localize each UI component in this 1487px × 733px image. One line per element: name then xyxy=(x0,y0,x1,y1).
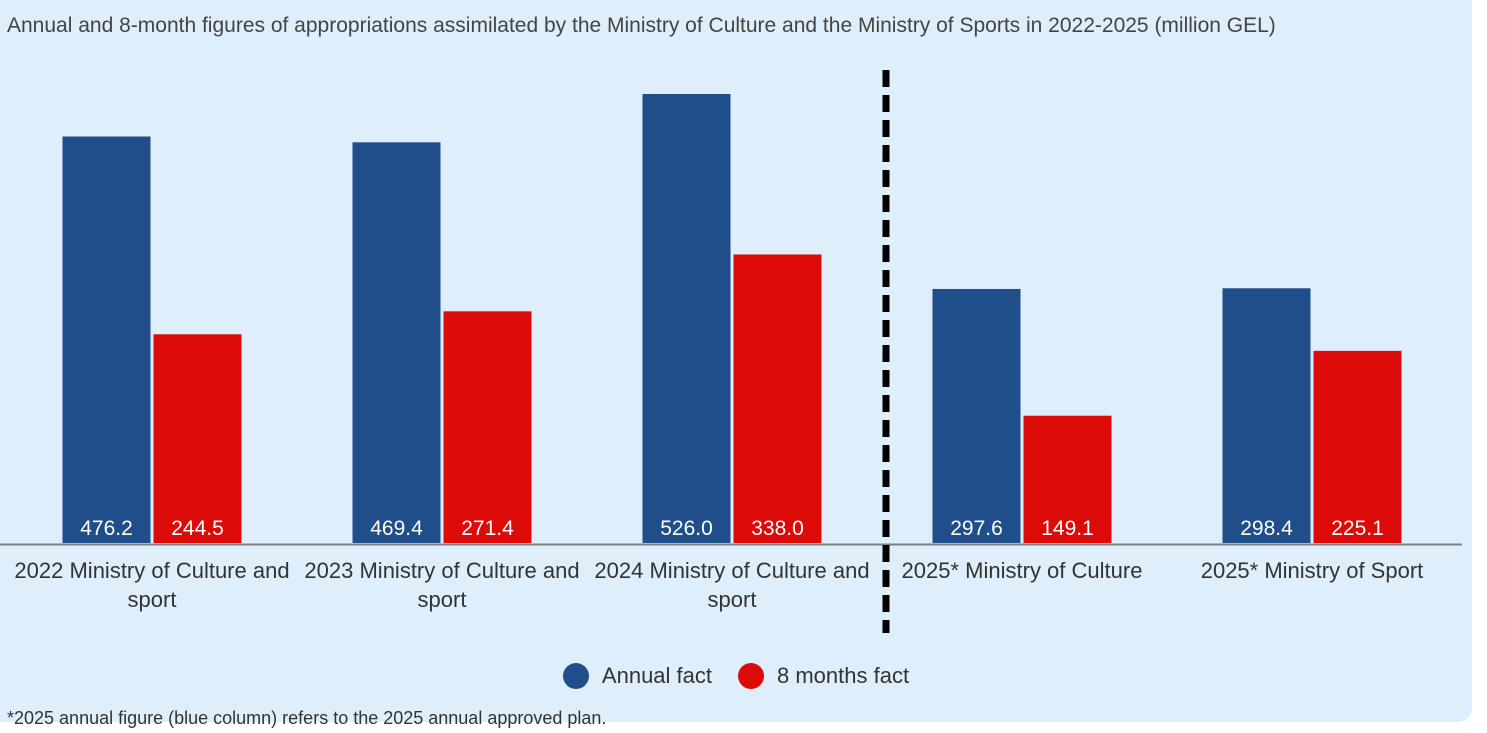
legend-swatch-8-months-fact xyxy=(738,663,764,689)
legend-swatch-annual-fact xyxy=(562,663,589,689)
legend-label-annual-fact: Annual fact xyxy=(601,663,712,688)
category-label-0: 2022 Ministry of Culture and sport xyxy=(14,558,290,612)
data-label-8-months-fact-4: 225.1 xyxy=(1331,517,1384,540)
category-label-1: 2023 Ministry of Culture and sport xyxy=(304,558,580,612)
data-label-annual-fact-0: 476.2 xyxy=(80,517,133,540)
footnote: *2025 annual figure (blue column) refers… xyxy=(7,708,607,728)
data-label-annual-fact-2: 526.0 xyxy=(660,517,713,540)
category-label-3: 2025* Ministry of Culture xyxy=(901,558,1143,583)
bar-annual-fact-0 xyxy=(62,136,151,543)
bar-annual-fact-3 xyxy=(932,288,1021,543)
category-label-2: 2024 Ministry of Culture and sport xyxy=(594,558,870,612)
legend-label-8-months-fact: 8 months fact xyxy=(777,663,910,688)
category-label-4: 2025* Ministry of Sport xyxy=(1200,558,1424,583)
data-label-annual-fact-3: 297.6 xyxy=(950,517,1003,540)
bar-8-months-fact-0 xyxy=(153,334,242,543)
data-label-8-months-fact-2: 338.0 xyxy=(751,517,804,540)
data-label-annual-fact-1: 469.4 xyxy=(370,517,423,540)
legend: Annual fact 8 months fact xyxy=(0,663,1472,689)
data-label-8-months-fact-3: 149.1 xyxy=(1041,517,1094,540)
bar-annual-fact-2 xyxy=(642,94,731,543)
bar-8-months-fact-4 xyxy=(1313,350,1402,543)
data-label-annual-fact-4: 298.4 xyxy=(1240,517,1293,540)
data-label-8-months-fact-1: 271.4 xyxy=(461,517,514,540)
data-label-8-months-fact-0: 244.5 xyxy=(171,517,224,540)
bar-8-months-fact-1 xyxy=(443,311,532,543)
legend-item-annual-fact: Annual fact xyxy=(562,663,712,689)
legend-item-8-months-fact: 8 months fact xyxy=(738,663,909,689)
chart-title: Annual and 8-month figures of appropriat… xyxy=(7,14,1276,37)
bar-annual-fact-1 xyxy=(352,142,441,543)
bar-8-months-fact-3 xyxy=(1023,415,1112,543)
bar-8-months-fact-2 xyxy=(733,254,822,544)
bar-chart: 476.2 244.5 469.4 271.4 526.0 338.0 297.6 149.1… xyxy=(0,70,1462,633)
bar-annual-fact-4 xyxy=(1222,288,1311,543)
